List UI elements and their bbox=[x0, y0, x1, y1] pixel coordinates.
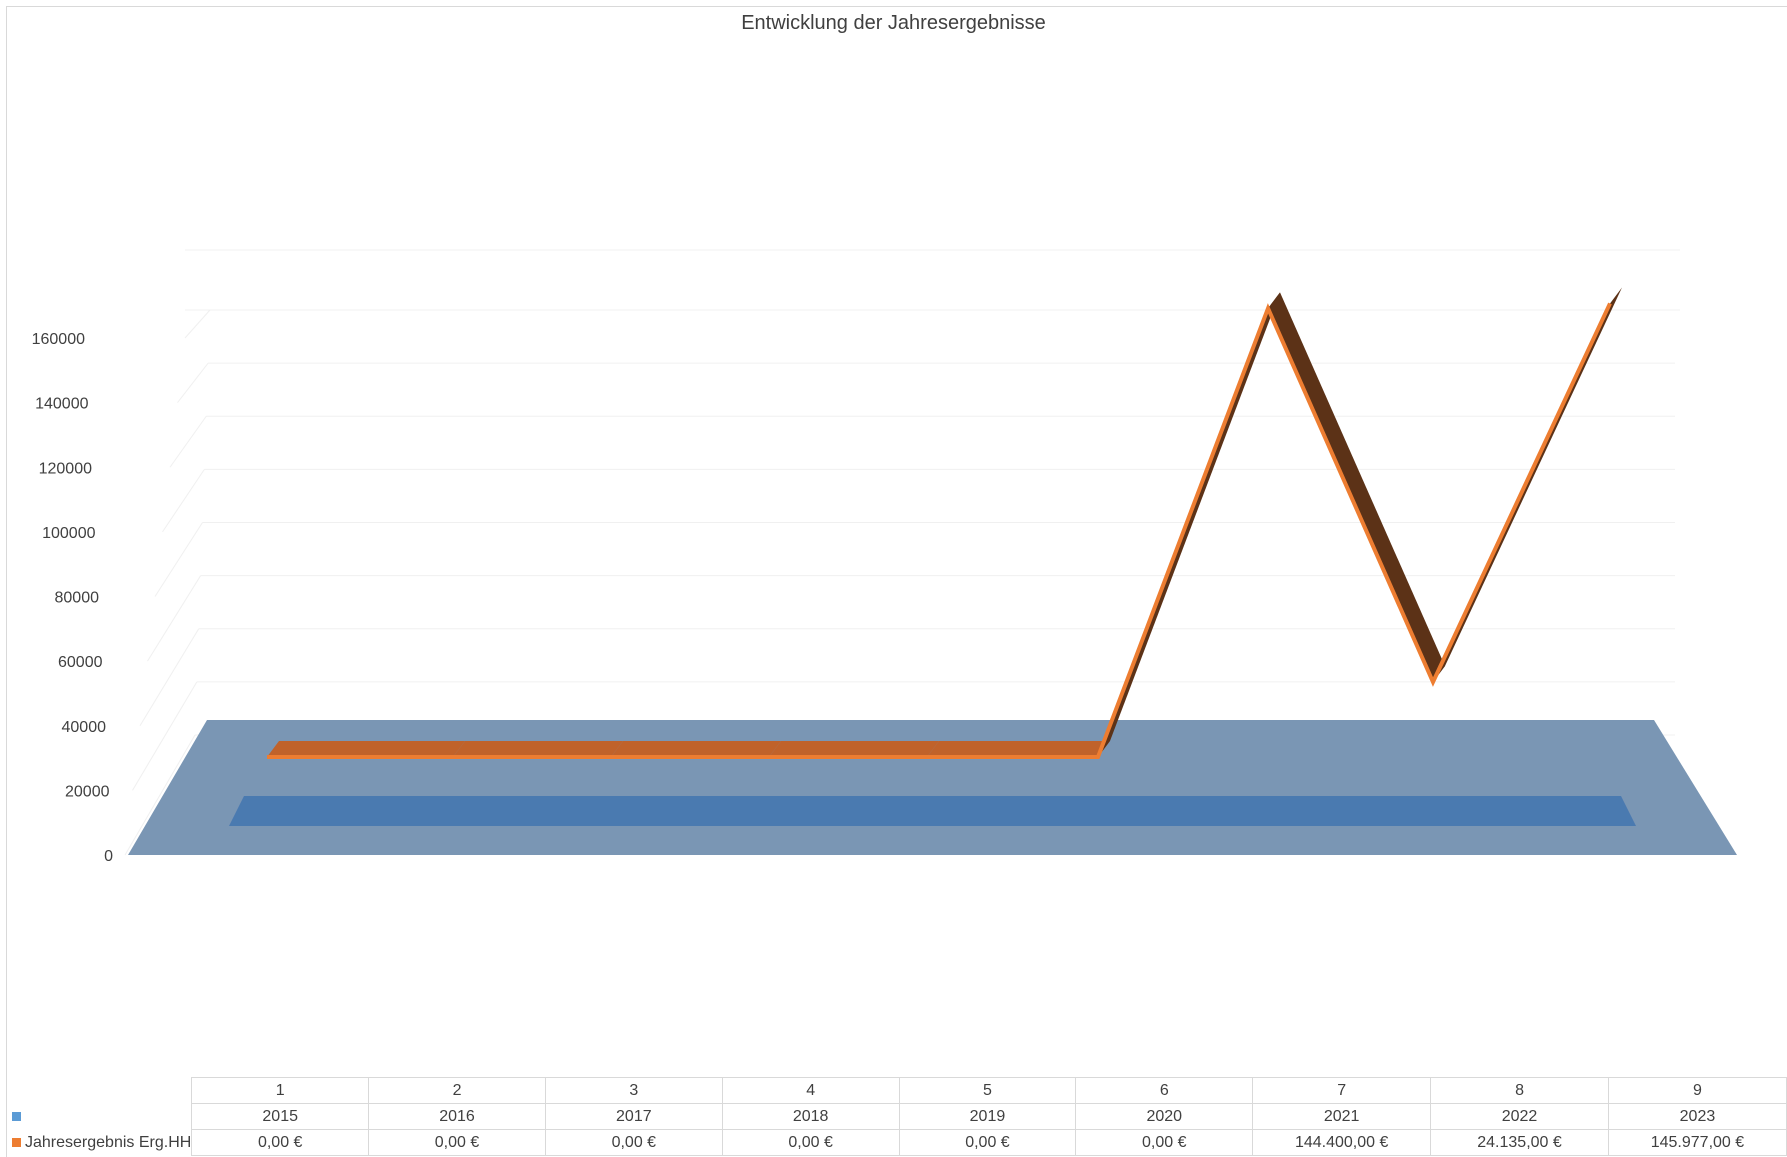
series-segment-orange bbox=[1268, 292, 1445, 683]
table-cell-category: 7 bbox=[1252, 1077, 1432, 1104]
series-segment-orange bbox=[453, 741, 623, 757]
gridline-side bbox=[162, 469, 205, 533]
table-cell-year: 2016 bbox=[368, 1103, 546, 1130]
y-tick-label: 0 bbox=[104, 848, 113, 865]
gridline-side bbox=[132, 681, 198, 791]
gridline-side bbox=[177, 362, 209, 403]
table-cell-value: 0,00 € bbox=[721, 1129, 900, 1156]
table-cell-category: 9 bbox=[1607, 1077, 1787, 1104]
series-ribbon-blue bbox=[229, 796, 1636, 826]
table-cell-category: 2 bbox=[368, 1077, 546, 1104]
y-tick-label: 60000 bbox=[58, 654, 103, 671]
table-cell-value: 0,00 € bbox=[191, 1129, 370, 1156]
table-cell-value: 145.977,00 € bbox=[1607, 1129, 1787, 1156]
y-tick-label: 80000 bbox=[55, 590, 100, 607]
gridline-side bbox=[124, 734, 196, 856]
gridline-side bbox=[139, 628, 200, 727]
table-cell-category: 3 bbox=[544, 1077, 723, 1104]
legend-entry-orange: Jahresergebnis Erg.HH bbox=[10, 1129, 193, 1156]
y-tick-label: 160000 bbox=[32, 331, 85, 348]
table-cell-value: 24.135,00 € bbox=[1430, 1129, 1609, 1156]
chart-floor bbox=[128, 720, 1737, 855]
gridline-side bbox=[169, 415, 207, 468]
legend-swatch-orange bbox=[12, 1137, 21, 1147]
gridline-side bbox=[184, 309, 211, 339]
y-axis-tick-labels: 0 20000 40000 60000 80000 100000 120000 140000 1… bbox=[32, 331, 113, 865]
table-cell-value: 0,00 € bbox=[1075, 1129, 1254, 1156]
y-tick-label: 20000 bbox=[65, 783, 110, 800]
y-tick-label: 140000 bbox=[35, 396, 88, 413]
legend-entry-blue bbox=[10, 1103, 193, 1130]
table-cell-year: 2019 bbox=[898, 1103, 1077, 1130]
table-corner bbox=[10, 1078, 192, 1104]
series-segment-orange bbox=[267, 741, 465, 757]
table-cell-value: 0,00 € bbox=[544, 1129, 723, 1156]
table-cell-category: 4 bbox=[721, 1077, 900, 1104]
table-cell-category: 1 bbox=[191, 1077, 370, 1104]
grid bbox=[124, 249, 1680, 856]
table-cell-category: 5 bbox=[898, 1077, 1077, 1104]
table-cell-category: 8 bbox=[1430, 1077, 1609, 1104]
table-cell-year: 2017 bbox=[544, 1103, 723, 1130]
series-line-orange bbox=[267, 302, 1612, 759]
gridline-side bbox=[147, 575, 202, 662]
table-cell-value: 0,00 € bbox=[898, 1129, 1077, 1156]
table-cell-year: 2023 bbox=[1607, 1103, 1787, 1130]
table-cell-value: 144.400,00 € bbox=[1252, 1129, 1432, 1156]
legend-swatch-blue bbox=[12, 1111, 21, 1121]
chart-title: Entwicklung der Jahresergebnisse bbox=[741, 12, 1046, 34]
series-segment-orange bbox=[611, 741, 781, 757]
table-cell-category: 6 bbox=[1075, 1077, 1254, 1104]
table-row: Jahresergebnis Erg.HH 0,00 €0,00 €0,00 €… bbox=[10, 1129, 1787, 1156]
table-cell-value: 0,00 € bbox=[368, 1129, 546, 1156]
y-tick-label: 100000 bbox=[42, 525, 95, 542]
gridline-side bbox=[154, 522, 203, 597]
table-cell-year: 2022 bbox=[1430, 1103, 1609, 1130]
y-tick-label: 40000 bbox=[62, 719, 107, 736]
table-cell-year: 2015 bbox=[191, 1103, 370, 1130]
plot-area: 0 20000 40000 60000 80000 100000 120000 140000 1… bbox=[32, 249, 1737, 865]
table-cell-year: 2021 bbox=[1252, 1103, 1432, 1130]
series-layer bbox=[128, 287, 1737, 855]
table-cell-year: 2020 bbox=[1075, 1103, 1254, 1130]
series-segment-orange bbox=[769, 741, 939, 757]
table-cell-year: 2018 bbox=[721, 1103, 900, 1130]
table-row: 2015 2016 2017 2018 2019 2020 2021 2022 2023 bbox=[10, 1103, 1787, 1130]
y-tick-label: 120000 bbox=[39, 460, 92, 477]
legend-label-orange: Jahresergebnis Erg.HH bbox=[25, 1133, 192, 1151]
chart-area bbox=[6, 6, 1787, 1157]
series-segment-orange bbox=[927, 741, 1110, 757]
